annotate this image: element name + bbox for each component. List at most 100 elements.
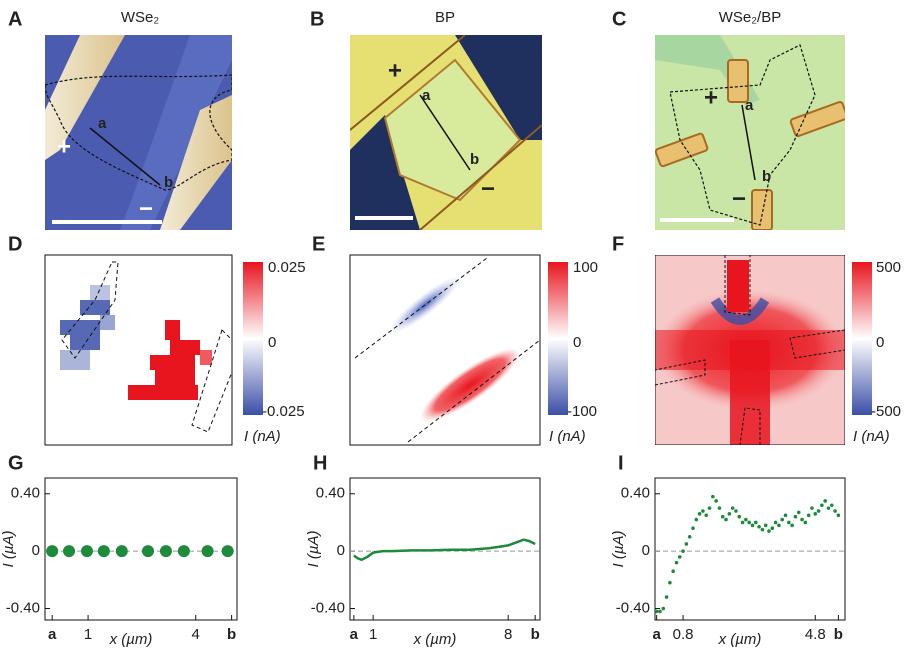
micrograph — [45, 35, 232, 230]
data-point — [664, 595, 669, 599]
data-point — [46, 545, 59, 558]
data-point — [753, 520, 758, 525]
colorbar-label: 0.025 — [268, 259, 306, 276]
y-tick-label: -0.40 — [311, 599, 345, 616]
colorbar-label: 0 — [876, 334, 884, 351]
x-tick-label: b — [834, 626, 843, 643]
data-point — [691, 526, 695, 531]
colorbar-label: -500 — [871, 403, 901, 420]
data-point — [677, 555, 682, 559]
panel-label: G — [8, 452, 24, 474]
x-tick-label: 0.8 — [673, 626, 694, 643]
data-point — [780, 517, 785, 522]
y-tick-label: 0 — [642, 542, 650, 559]
data-point — [767, 529, 771, 533]
panel-label: I — [618, 452, 624, 474]
data-point — [836, 513, 841, 518]
data-point — [740, 520, 745, 525]
data-point — [800, 517, 804, 522]
annotation: b — [164, 174, 173, 191]
data-point — [681, 549, 685, 553]
x-tick-label: b — [531, 626, 540, 643]
data-point — [671, 569, 675, 574]
colorbar-label: 0 — [573, 334, 581, 351]
x-tick-label: a — [350, 626, 359, 643]
y-axis-title: I (µA) — [610, 531, 627, 568]
data-point — [790, 523, 794, 528]
colorbar-label: 500 — [876, 259, 901, 276]
y-tick-label: 0 — [337, 542, 345, 559]
data-point — [658, 609, 662, 614]
panel-title: WSe₂/BP — [719, 9, 782, 26]
annotation: + — [57, 133, 71, 160]
colorbar-title: I (nA) — [549, 428, 586, 445]
panel-title: BP — [435, 9, 455, 26]
data-point — [711, 494, 715, 499]
annotation: b — [762, 168, 771, 185]
colorbar — [852, 262, 872, 415]
panel-label: H — [313, 452, 327, 474]
data-point — [773, 520, 778, 525]
data-point — [757, 524, 761, 529]
data-point — [770, 526, 775, 531]
data-point — [730, 506, 735, 510]
data-point — [159, 545, 172, 558]
annotation: − — [732, 185, 746, 212]
data-point — [810, 506, 814, 510]
panel-label: E — [312, 233, 325, 255]
panel-label: D — [8, 233, 22, 255]
annotation: + — [704, 84, 718, 111]
data-point — [816, 509, 821, 513]
x-tick-label: 4 — [192, 626, 200, 643]
data-point — [823, 499, 827, 503]
colorbar-label: -0.025 — [262, 403, 305, 420]
annotation: a — [98, 115, 107, 132]
data-point — [796, 510, 801, 515]
x-tick-label: a — [48, 626, 57, 643]
data-point — [826, 506, 831, 510]
data-point — [80, 545, 93, 558]
data-point — [694, 517, 699, 522]
data-point — [744, 517, 748, 522]
y-axis-title: I (µA) — [0, 531, 17, 568]
colorbar-label: 0 — [268, 334, 276, 351]
micrograph — [350, 35, 542, 230]
colorbar-label: -100 — [567, 403, 597, 420]
annotation: a — [422, 87, 431, 104]
x-tick-label: 1 — [84, 626, 92, 643]
data-line — [353, 538, 536, 562]
data-point — [115, 545, 128, 558]
data-point — [763, 523, 768, 528]
data-point — [737, 514, 742, 519]
data-point — [820, 503, 824, 508]
x-tick-label: a — [652, 626, 661, 643]
data-point — [777, 523, 781, 528]
data-point — [833, 509, 837, 513]
data-point — [783, 513, 788, 518]
panel-label: F — [612, 233, 624, 255]
data-point — [704, 513, 709, 518]
plot-frame — [654, 477, 846, 621]
data-point — [177, 545, 190, 558]
data-point — [687, 535, 692, 539]
annotation: b — [470, 151, 479, 168]
data-point — [717, 506, 722, 510]
colorbar-label: 100 — [573, 259, 598, 276]
data-point — [793, 514, 798, 519]
data-point — [668, 580, 672, 585]
data-point — [760, 527, 765, 532]
annotation: + — [388, 57, 402, 84]
x-tick-label: 1 — [369, 626, 377, 643]
y-tick-label: -0.40 — [616, 599, 650, 616]
data-point — [803, 520, 808, 525]
y-tick-label: 0.40 — [11, 485, 40, 502]
plot-frame — [44, 477, 238, 621]
data-point — [813, 512, 818, 516]
y-tick-label: -0.40 — [6, 599, 40, 616]
data-point — [829, 503, 834, 508]
x-tick-label: b — [227, 626, 236, 643]
data-point — [707, 506, 712, 510]
data-point — [701, 509, 705, 513]
annotation: a — [745, 97, 754, 114]
